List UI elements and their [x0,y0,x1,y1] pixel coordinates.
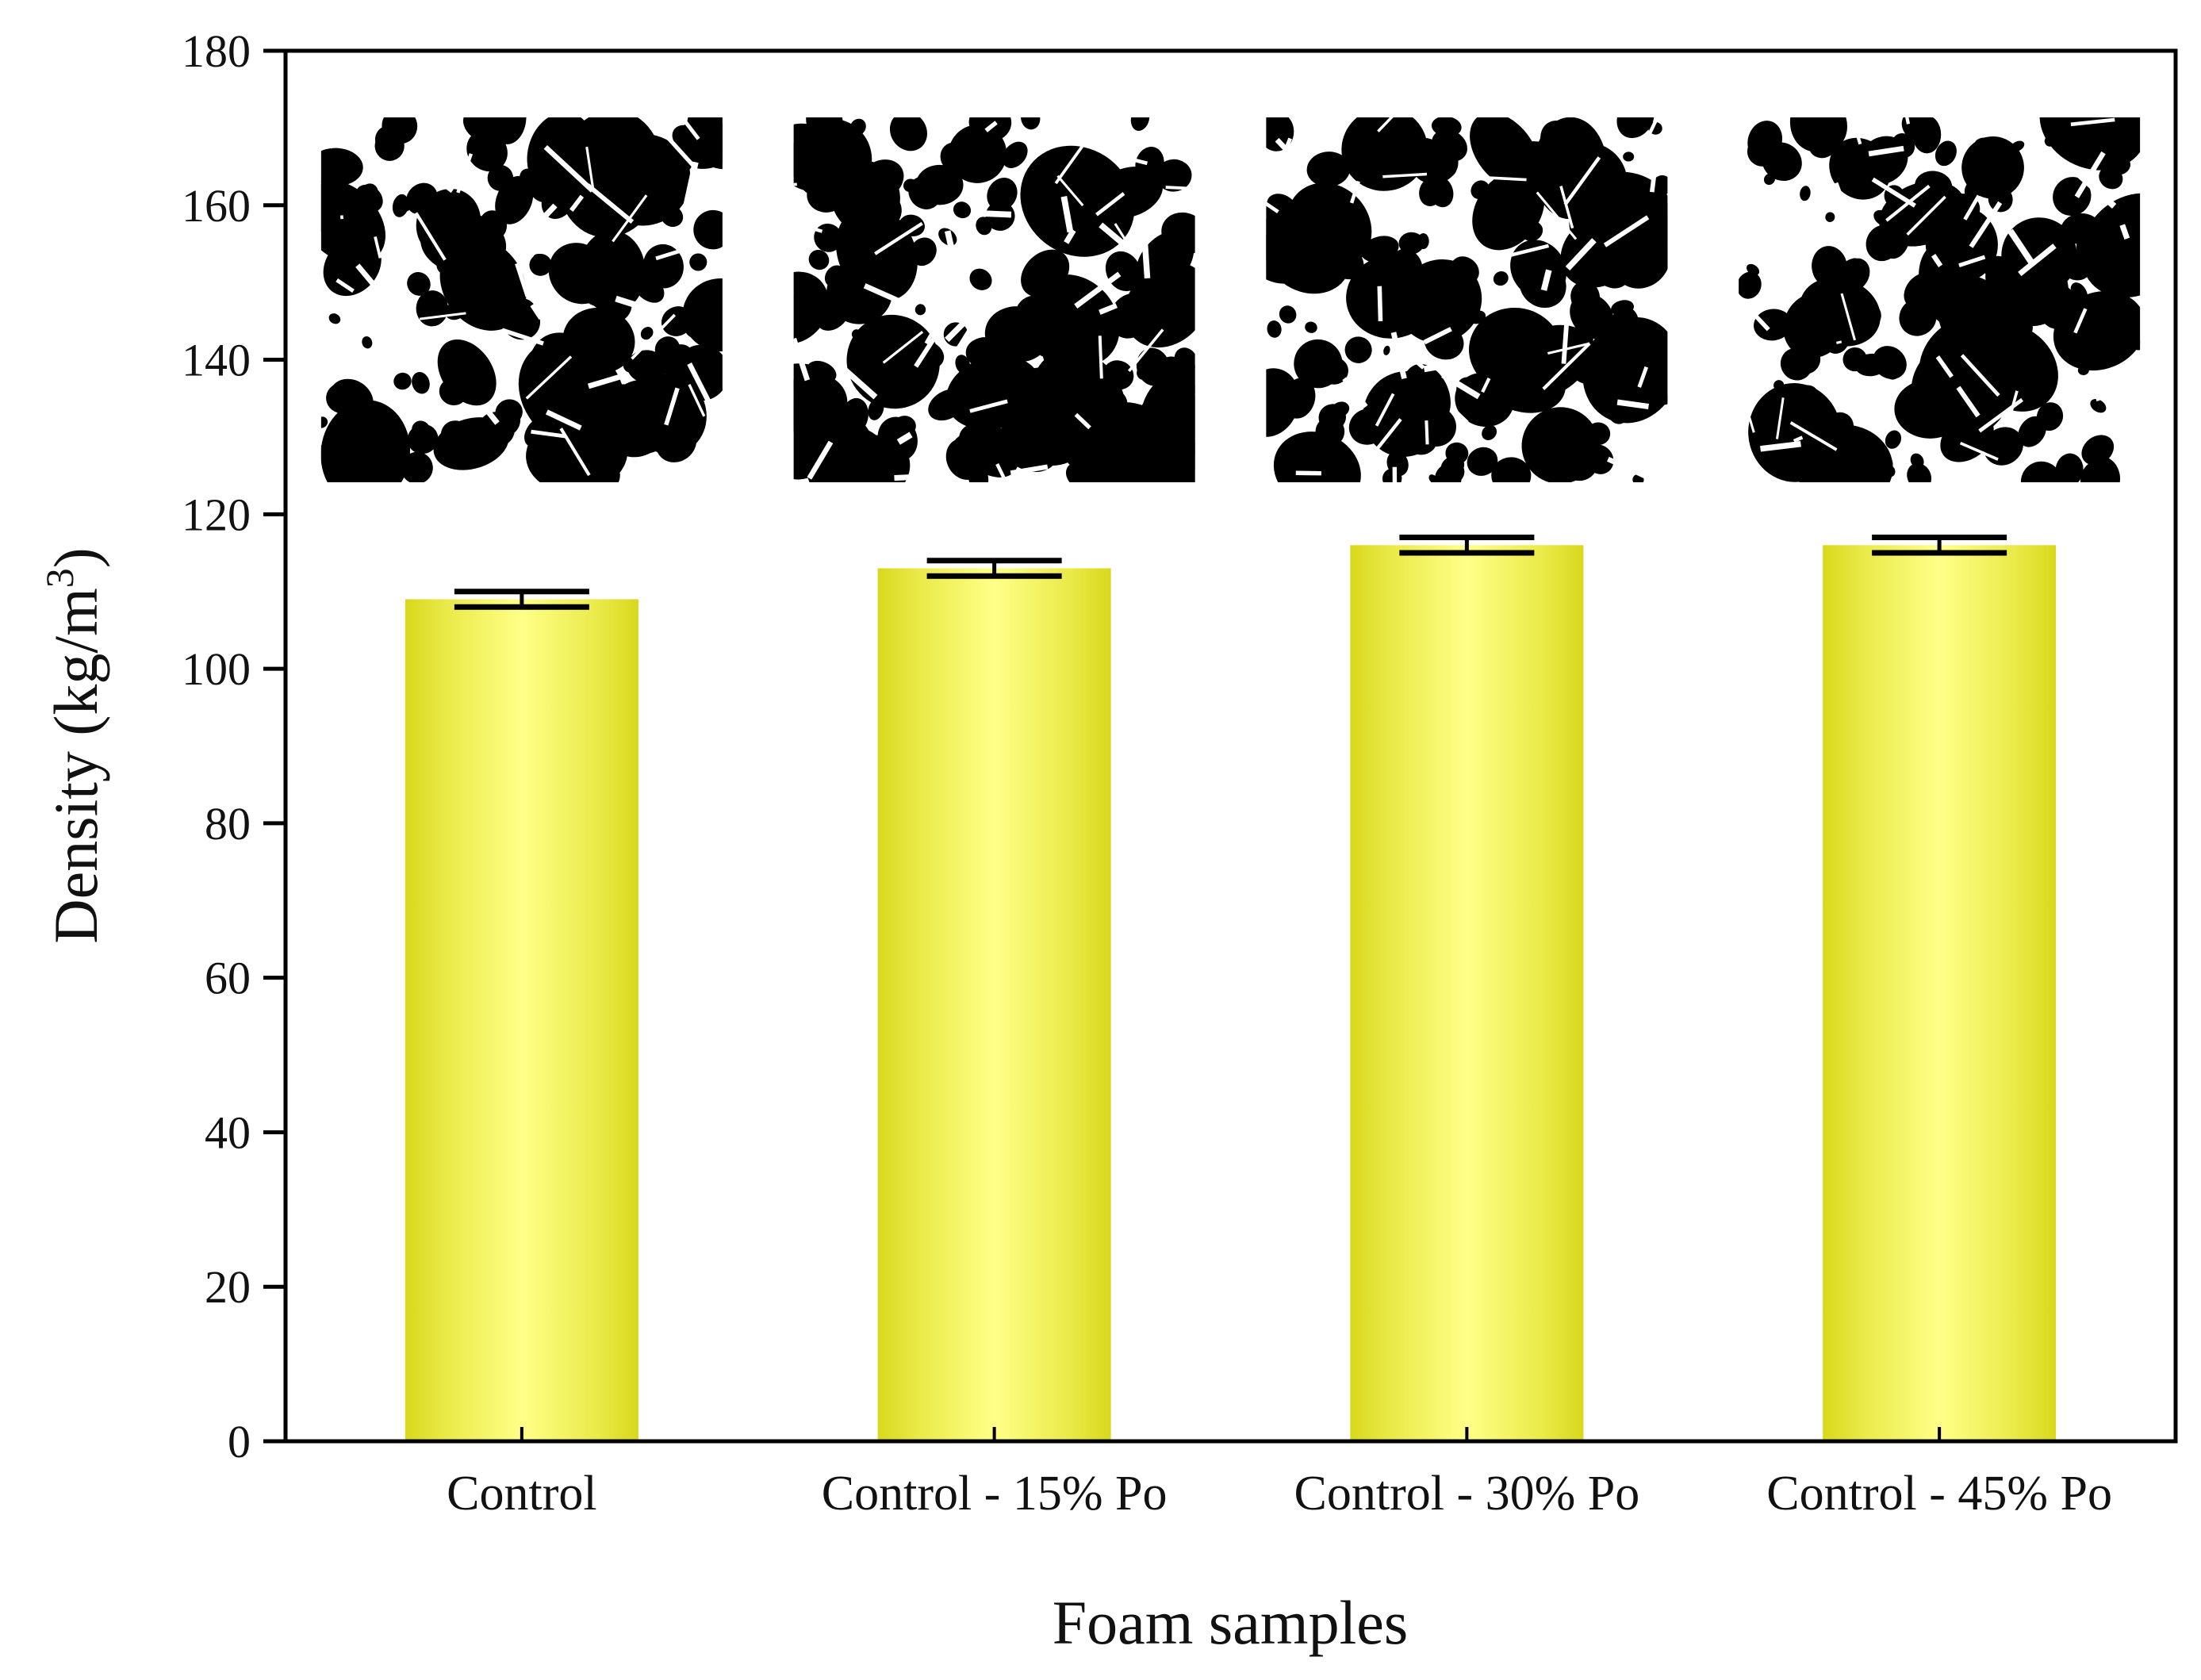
bar [405,599,638,1441]
x-axis: Control Control - 15% Po Control - 30% Po C… [447,1427,2112,1521]
bar [1823,545,2057,1442]
error-bar [454,589,589,610]
y-tick-label: 120 [182,489,251,540]
error-bar [1872,535,2007,556]
y-axis-title-main: Density (kg/m [41,588,110,943]
x-tick-label: Control [447,1467,596,1521]
x-tick-label: Control - 30% Po [1294,1467,1640,1521]
bars [405,545,2057,1442]
y-axis-title-superscript: 3 [37,568,82,588]
error-bars [454,535,2007,610]
y-tick-label: 100 [182,643,251,695]
y-tick-label: 60 [205,953,251,1004]
x-tick-label: Control - 45% Po [1766,1467,2112,1521]
foam-microstructure-image [1739,117,2141,482]
x-axis-title: Foam samples [1053,1588,1408,1657]
error-bar [926,558,1062,579]
y-tick-label: 80 [205,798,251,850]
foam-microstructure-image [793,117,1195,482]
y-tick-label: 20 [205,1261,251,1313]
bar [877,568,1111,1441]
y-axis-title-closing: ) [41,547,110,568]
bar [1350,545,1584,1442]
y-axis-title: Density (kg/m3) [37,547,110,943]
y-tick-label: 0 [228,1416,251,1467]
y-tick-label: 160 [182,180,251,232]
y-tick-label: 140 [182,335,251,386]
foam-microstructure-image [1266,117,1668,482]
plot-frame [283,48,2178,1444]
foam-image-insets [320,117,2141,482]
x-tick-label: Control - 15% Po [822,1467,1168,1521]
error-bar [1399,535,1535,556]
foam-microstructure-image [320,117,723,482]
y-axis: 0 20 40 60 80 100 120 140 160 180 [182,25,286,1467]
y-tick-label: 40 [205,1107,251,1158]
y-tick-label: 180 [182,25,251,77]
